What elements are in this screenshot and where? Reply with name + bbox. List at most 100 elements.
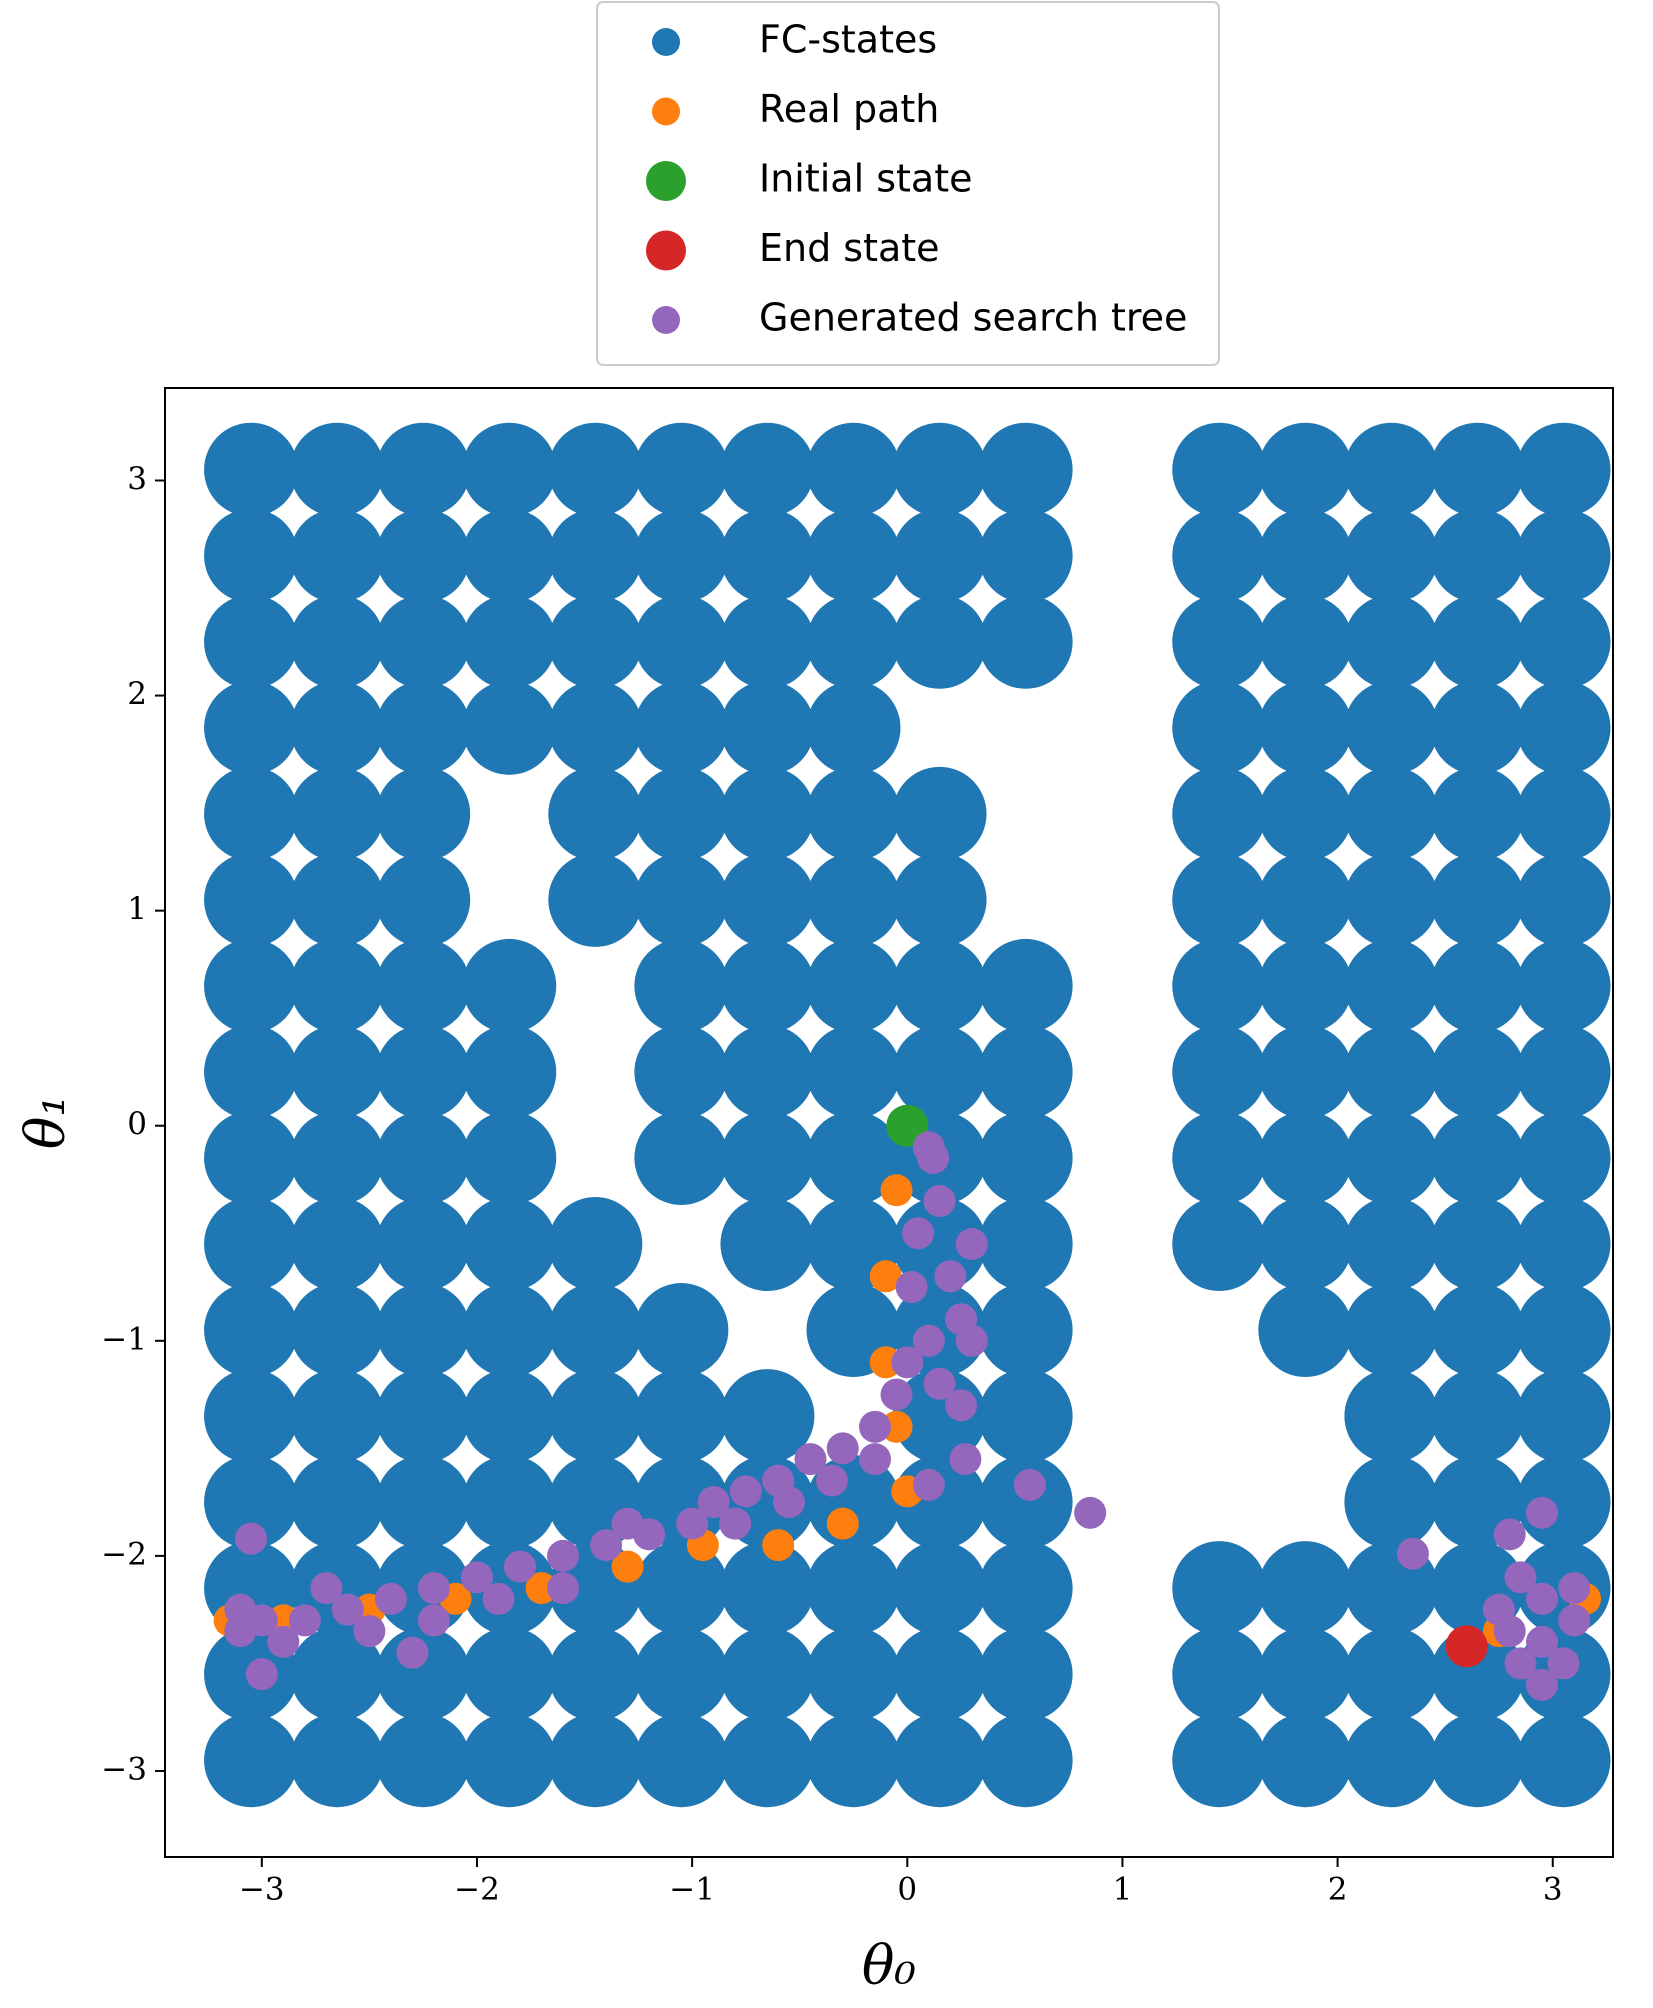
- scatter-point: [1258, 766, 1353, 861]
- scatter-point: [204, 680, 299, 775]
- scatter-point: [462, 1627, 557, 1722]
- scatter-point: [634, 1110, 729, 1205]
- scatter-point: [1430, 422, 1525, 517]
- legend-label: Real path: [759, 87, 939, 131]
- scatter-point: [1516, 1369, 1611, 1464]
- x-tick-label: −1: [669, 1872, 715, 1908]
- scatter-point: [462, 1283, 557, 1378]
- scatter-point: [376, 1197, 471, 1292]
- scatter-point: [376, 766, 471, 861]
- y-tick-label: 3: [127, 461, 147, 497]
- scatter-point: [376, 938, 471, 1033]
- scatter-point: [1344, 766, 1439, 861]
- scatter-point: [720, 1110, 815, 1205]
- scatter-point: [417, 1604, 450, 1637]
- scatter-point: [1516, 594, 1611, 689]
- scatter-point: [1172, 594, 1267, 689]
- scatter-point: [204, 1197, 299, 1292]
- scatter-point: [590, 1529, 623, 1562]
- scatter-point: [224, 1593, 257, 1626]
- scatter-point: [1525, 1582, 1558, 1615]
- legend-label: FC-states: [759, 18, 937, 62]
- scatter-point: [634, 594, 729, 689]
- scatter-point: [290, 766, 385, 861]
- x-tick-label: −2: [454, 1872, 500, 1908]
- scatter-point: [1258, 508, 1353, 603]
- scatter-point: [806, 1713, 901, 1808]
- scatter-point: [1172, 938, 1267, 1033]
- scatter-point: [548, 422, 643, 517]
- scatter-point: [720, 1024, 815, 1119]
- scatter-point: [611, 1550, 644, 1583]
- scatter-point: [1430, 766, 1525, 861]
- scatter-point: [204, 852, 299, 947]
- scatter-point: [955, 1228, 988, 1261]
- scatter-point: [1525, 1668, 1558, 1701]
- scatter-point: [869, 1260, 902, 1293]
- scatter-point: [290, 1110, 385, 1205]
- scatter-point: [634, 508, 729, 603]
- scatter-point: [1344, 1627, 1439, 1722]
- scatter-point: [978, 1369, 1073, 1464]
- scatter-point: [1516, 1110, 1611, 1205]
- scatter-point: [892, 1024, 987, 1119]
- y-tick-label: −3: [101, 1751, 147, 1787]
- scatter-point: [892, 938, 987, 1033]
- y-tick-label: −2: [101, 1536, 147, 1572]
- scatter-point: [547, 1572, 580, 1605]
- scatter-point: [880, 1174, 913, 1207]
- scatter-point: [1516, 508, 1611, 603]
- scatter-point: [978, 938, 1073, 1033]
- scatter-point: [892, 1627, 987, 1722]
- scatter-point: [978, 1541, 1073, 1636]
- scatter-point: [1396, 1537, 1429, 1570]
- scatter-point: [719, 1507, 752, 1540]
- scatter-point: [1258, 852, 1353, 947]
- scatter-point: [1013, 1468, 1046, 1501]
- x-axis-label: θ₀: [862, 1934, 916, 1997]
- legend-marker: [652, 28, 680, 56]
- scatter-point: [1344, 1024, 1439, 1119]
- scatter-point: [1516, 938, 1611, 1033]
- legend-label: End state: [759, 226, 940, 270]
- scatter-point: [290, 852, 385, 947]
- scatter-point: [1493, 1518, 1526, 1551]
- scatter-point: [1430, 1197, 1525, 1292]
- scatter-point: [1258, 1283, 1353, 1378]
- scatter-point: [462, 1110, 557, 1205]
- scatter-point: [331, 1593, 364, 1626]
- scatter-point: [1525, 1496, 1558, 1529]
- scatter-point: [634, 1713, 729, 1808]
- scatter-point: [267, 1625, 300, 1658]
- scatter-point: [1172, 680, 1267, 775]
- scatter-point: [290, 1455, 385, 1550]
- scatter-point: [806, 1541, 901, 1636]
- scatter-point: [462, 680, 557, 775]
- scatter-point: [548, 1197, 643, 1292]
- scatter-point: [1258, 422, 1353, 517]
- scatter-point: [729, 1475, 762, 1508]
- scatter-point: [374, 1582, 407, 1615]
- scatter-point: [806, 508, 901, 603]
- scatter-point: [1172, 1541, 1267, 1636]
- scatter-point: [1516, 1283, 1611, 1378]
- scatter-point: [978, 1455, 1073, 1550]
- scatter-point: [204, 1283, 299, 1378]
- y-tick-label: 0: [127, 1106, 147, 1142]
- scatter-point: [290, 1627, 385, 1722]
- scatter-point: [978, 1713, 1073, 1808]
- scatter-point: [376, 1713, 471, 1808]
- scatter-point: [310, 1572, 343, 1605]
- scatter-point: [892, 594, 987, 689]
- scatter-point: [902, 1217, 935, 1250]
- scatter-point: [826, 1507, 859, 1540]
- scatter-point: [1504, 1647, 1537, 1680]
- scatter-point: [417, 1572, 450, 1605]
- scatter-point: [806, 1110, 901, 1205]
- scatter-point: [290, 938, 385, 1033]
- scatter-point: [1445, 1625, 1488, 1668]
- x-tick-label: 0: [897, 1872, 917, 1908]
- scatter-point: [1344, 1110, 1439, 1205]
- scatter-point: [1344, 1713, 1439, 1808]
- scatter-point: [859, 1443, 892, 1476]
